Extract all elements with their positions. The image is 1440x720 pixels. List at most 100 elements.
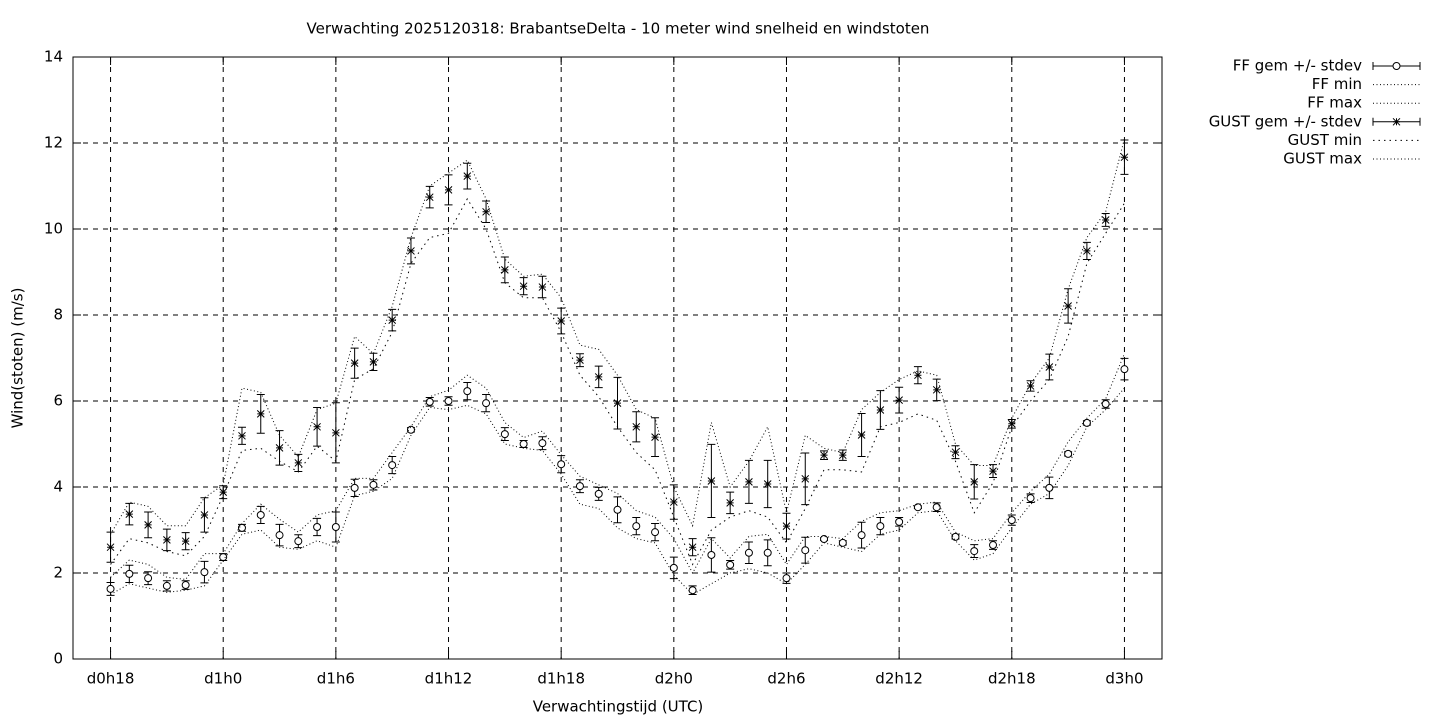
marker — [144, 574, 153, 583]
marker — [106, 543, 115, 552]
marker — [876, 406, 885, 414]
marker — [688, 543, 697, 552]
marker — [388, 461, 397, 470]
marker — [181, 581, 190, 590]
marker — [707, 477, 716, 485]
y-tick-label: 12 — [44, 134, 63, 152]
y-tick-label: 4 — [53, 478, 63, 496]
marker — [256, 510, 265, 519]
marker — [613, 505, 622, 514]
marker — [219, 488, 228, 497]
marker — [482, 207, 490, 216]
marker — [350, 359, 359, 368]
marker — [857, 431, 866, 439]
marker — [463, 387, 472, 396]
marker — [557, 317, 566, 325]
marker — [237, 523, 246, 532]
marker — [782, 574, 791, 583]
marker — [1120, 365, 1129, 374]
y-tick-label: 0 — [53, 650, 63, 668]
marker — [294, 459, 303, 467]
marker — [181, 537, 190, 546]
x-tick-label: d1h18 — [537, 670, 585, 688]
marker — [669, 498, 678, 506]
marker — [256, 410, 265, 418]
line — [110, 197, 1125, 566]
marker — [989, 467, 997, 475]
marker — [444, 397, 453, 405]
marker — [1083, 247, 1091, 255]
marker — [1026, 382, 1035, 390]
marker — [989, 541, 998, 550]
marker — [163, 536, 171, 544]
marker — [369, 480, 378, 489]
marker — [1120, 153, 1129, 162]
x-tick-label: d0h18 — [87, 670, 135, 688]
plot-frame — [72, 56, 1163, 660]
x-axis-label: Verwachtingstijd (UTC) — [533, 698, 704, 716]
marker — [726, 499, 735, 507]
marker — [895, 517, 904, 526]
marker — [125, 510, 134, 518]
marker — [820, 451, 828, 460]
legend-label: GUST max — [1283, 150, 1362, 168]
marker — [275, 444, 284, 452]
marker — [162, 581, 171, 590]
marker — [838, 451, 847, 460]
y-tick-label: 14 — [44, 48, 63, 66]
marker — [369, 358, 378, 366]
marker — [1064, 449, 1073, 458]
marker — [1392, 117, 1401, 126]
marker — [444, 186, 453, 194]
marker — [707, 550, 716, 559]
marker — [238, 431, 246, 440]
marker — [745, 477, 753, 486]
marker — [669, 563, 678, 572]
x-tick-label: d2h12 — [875, 670, 923, 688]
marker — [951, 532, 960, 541]
line — [110, 138, 1125, 535]
marker — [500, 430, 509, 439]
marker — [744, 548, 753, 557]
marker — [200, 568, 209, 577]
marker — [651, 433, 659, 441]
marker — [1101, 216, 1110, 224]
marker — [651, 528, 660, 537]
y-tick-label: 6 — [53, 392, 63, 410]
marker — [913, 503, 922, 512]
legend-label: FF max — [1307, 94, 1362, 112]
x-tick-label: d1h0 — [204, 670, 242, 688]
x-tick-label: d1h12 — [425, 670, 473, 688]
marker — [838, 538, 847, 547]
marker — [895, 396, 903, 404]
y-tick-label: 2 — [53, 564, 63, 582]
marker — [407, 247, 415, 255]
x-tick-label: d2h18 — [988, 670, 1036, 688]
marker — [688, 586, 697, 595]
line — [110, 353, 1125, 580]
marker — [538, 439, 547, 448]
marker — [970, 477, 979, 486]
marker — [1026, 494, 1035, 503]
x-tick-label: d2h6 — [767, 670, 805, 688]
marker — [313, 422, 321, 431]
marker — [613, 399, 622, 408]
marker — [594, 489, 603, 498]
marker — [1082, 418, 1091, 427]
legend-label: FF min — [1312, 75, 1362, 93]
marker — [632, 422, 641, 431]
marker — [144, 520, 152, 529]
marker — [332, 428, 340, 437]
marker — [951, 448, 960, 457]
marker — [801, 474, 810, 483]
chart-title: Verwachting 2025120318: BrabantseDelta -… — [307, 20, 930, 38]
y-tick-label: 10 — [44, 220, 63, 238]
marker — [519, 440, 528, 448]
marker — [1045, 363, 1054, 371]
marker — [275, 531, 284, 540]
marker — [350, 483, 359, 492]
marker — [876, 522, 885, 531]
